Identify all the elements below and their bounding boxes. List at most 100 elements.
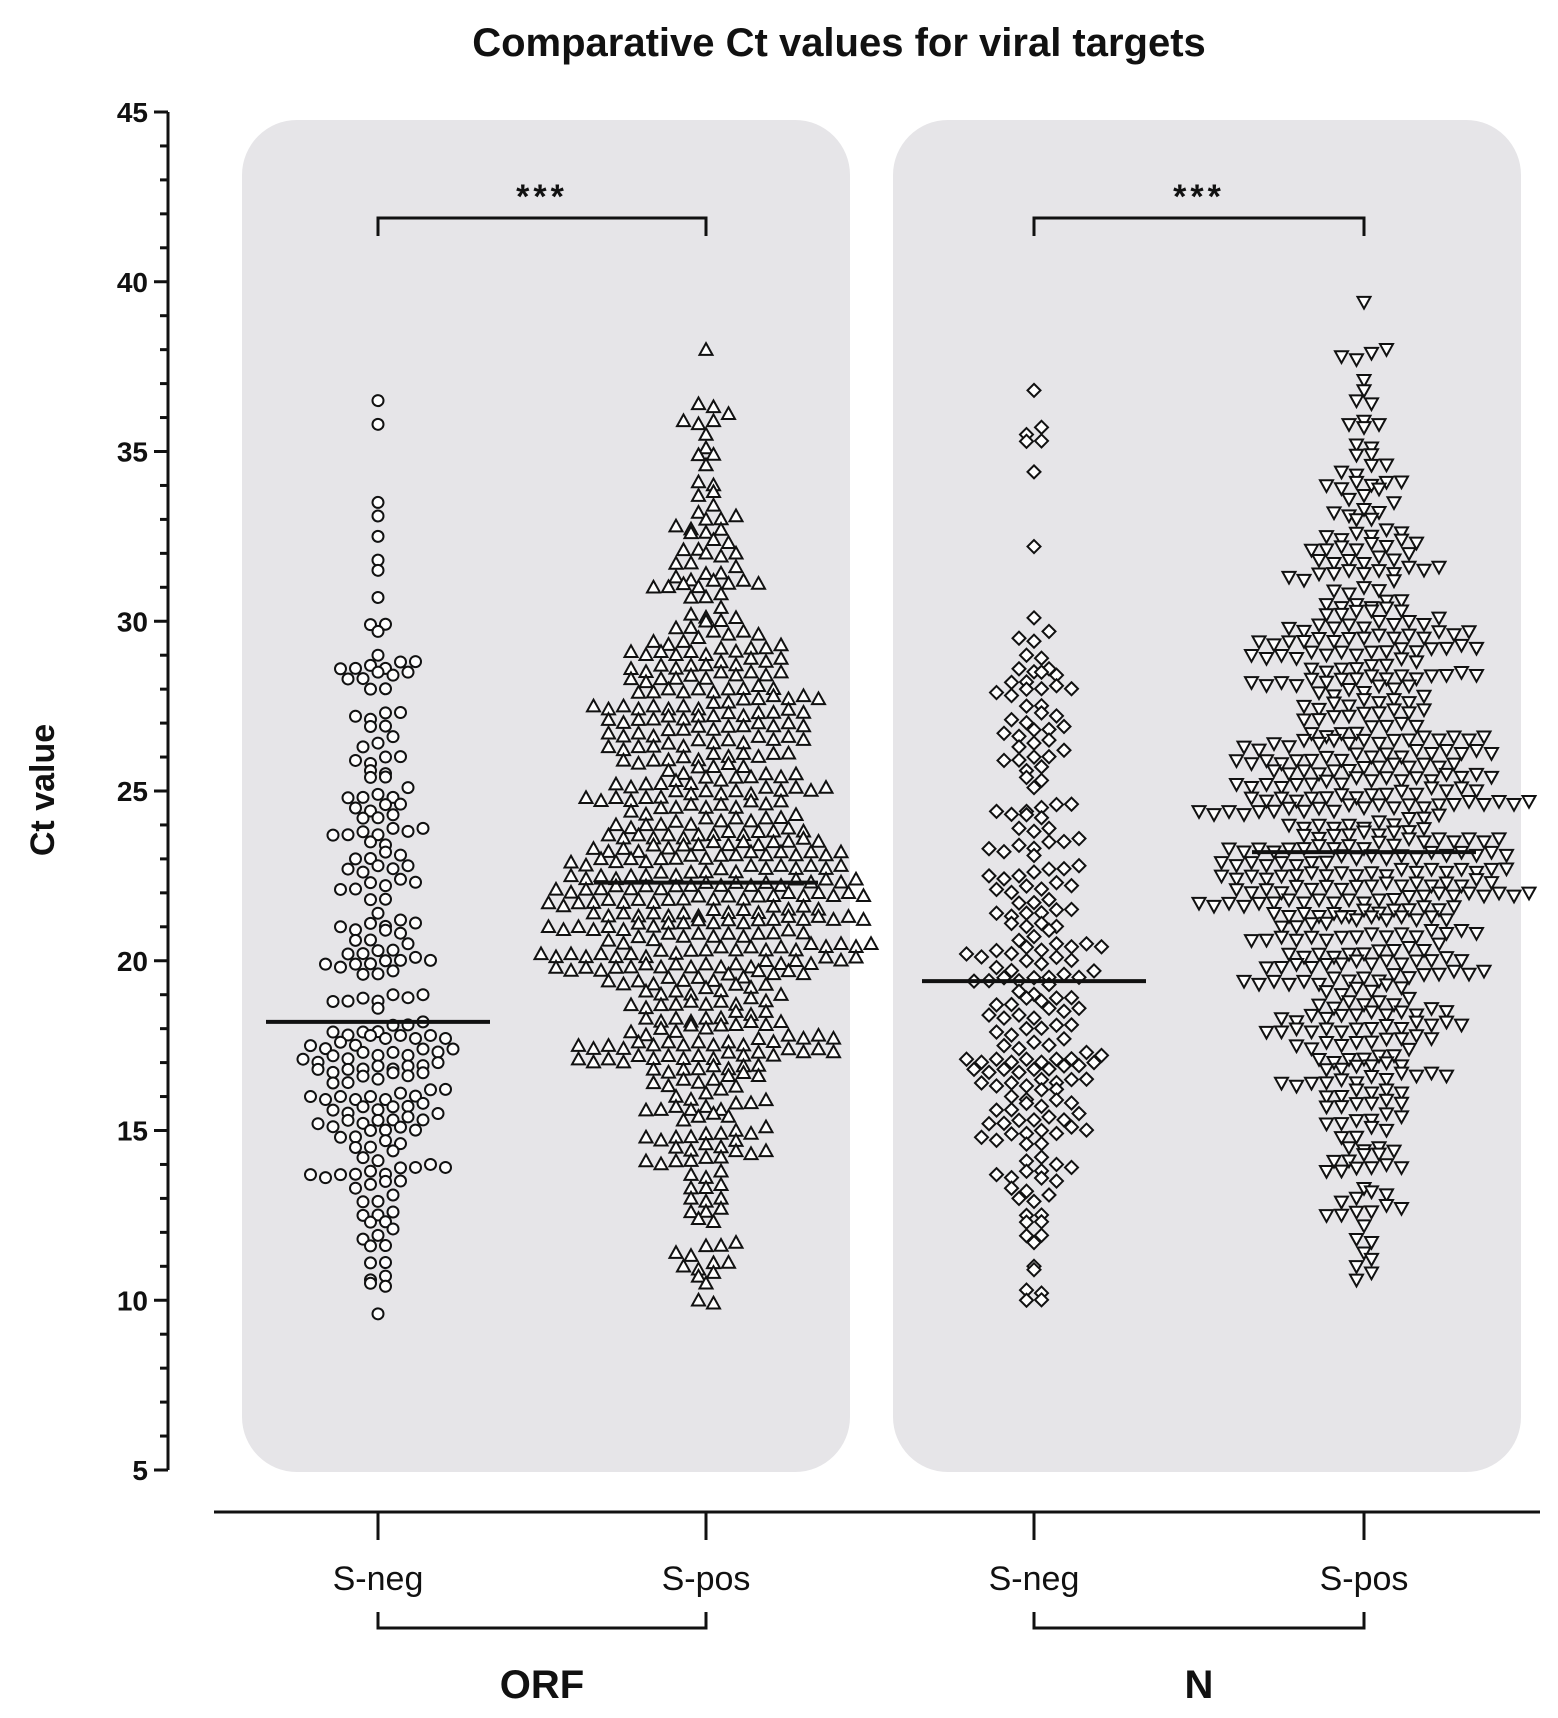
significance-label: *** <box>1173 178 1225 216</box>
data-point-circle <box>409 950 422 964</box>
data-point-triangle-up <box>697 1203 715 1218</box>
data-point-circle <box>349 1167 362 1181</box>
data-point-triangle-down <box>1348 1083 1365 1099</box>
data-point-triangle-up <box>667 849 685 865</box>
data-point-diamond <box>1078 1071 1095 1088</box>
data-point-triangle-up <box>697 782 715 798</box>
data-point-triangle-down <box>1483 770 1500 786</box>
data-point-triangle-down <box>1483 747 1500 762</box>
data-point-triangle-up <box>697 588 715 604</box>
data-point-diamond <box>1078 1122 1095 1139</box>
data-point-diamond <box>1063 877 1080 894</box>
data-point-triangle-up <box>705 1213 722 1228</box>
data-point-circle <box>371 509 385 523</box>
data-point-triangle-down <box>1348 726 1365 742</box>
data-point-diamond <box>1048 874 1065 891</box>
data-point-circle <box>371 394 385 408</box>
data-point-triangle-down <box>1460 832 1478 848</box>
data-point-diamond <box>1041 1000 1057 1017</box>
data-point-triangle-down <box>1243 934 1260 949</box>
data-point-circle <box>326 828 340 842</box>
data-point-diamond <box>1003 945 1020 962</box>
data-point-triangle-down <box>1355 693 1373 708</box>
data-point-triangle-up <box>832 873 850 889</box>
data-point-triangle-up <box>750 690 767 706</box>
data-point-triangle-down <box>1363 1161 1380 1177</box>
data-point-triangle-down <box>1288 1022 1305 1038</box>
data-point-triangle-down <box>1310 801 1328 817</box>
data-point-triangle-down <box>1370 696 1388 711</box>
data-point-triangle-down <box>1430 733 1448 749</box>
data-point-triangle-down <box>1303 672 1320 688</box>
data-point-triangle-down <box>1423 1002 1440 1017</box>
data-point-triangle-down <box>1325 821 1343 837</box>
data-point-triangle-down <box>1348 394 1365 410</box>
data-point-triangle-down <box>1273 856 1290 871</box>
data-point-triangle-up <box>555 921 572 936</box>
data-point-triangle-down <box>1393 1066 1410 1082</box>
data-point-triangle-down <box>1415 757 1433 773</box>
data-point-circle <box>379 892 392 906</box>
data-point-circle <box>371 590 385 604</box>
data-point-circle <box>341 862 355 876</box>
data-point-triangle-down <box>1430 560 1448 576</box>
data-point-triangle-down <box>1318 1063 1335 1078</box>
data-point-triangle-down <box>1258 679 1275 694</box>
data-point-triangle-down <box>1273 1012 1290 1028</box>
data-point-triangle-down <box>1393 862 1410 878</box>
data-point-diamond <box>1063 796 1080 813</box>
data-point-triangle-up <box>667 1023 685 1038</box>
data-point-circle <box>401 665 415 679</box>
data-point-triangle-up <box>622 850 640 866</box>
data-point-triangle-down <box>1235 845 1253 861</box>
data-point-triangle-up <box>750 728 767 743</box>
data-point-triangle-down <box>1445 730 1463 746</box>
data-point-diamond <box>1056 860 1072 877</box>
data-point-circle <box>371 811 385 825</box>
data-point-circle <box>349 1130 362 1144</box>
data-point-diamond <box>1018 1136 1035 1152</box>
data-point-triangle-up <box>697 979 715 995</box>
data-point-triangle-down <box>1370 706 1388 722</box>
data-point-triangle-down <box>1385 574 1403 590</box>
data-point-triangle-up <box>810 908 827 923</box>
data-point-circle <box>394 1120 407 1134</box>
data-point-triangle-up <box>727 1233 745 1249</box>
data-point-triangle-down <box>1393 526 1410 542</box>
data-point-triangle-down <box>1243 676 1260 691</box>
data-point-triangle-up <box>712 564 730 580</box>
data-point-triangle-down <box>1355 489 1373 504</box>
data-point-triangle-up <box>697 670 715 685</box>
data-point-circle <box>386 1205 400 1219</box>
data-point-triangle-down <box>1408 645 1425 660</box>
data-point-triangle-down <box>1363 604 1380 620</box>
data-point-triangle-up <box>540 894 557 910</box>
data-point-triangle-up <box>727 609 745 625</box>
data-point-triangle-down <box>1303 1008 1320 1024</box>
data-point-circle <box>379 923 392 937</box>
data-point-triangle-down <box>1378 747 1395 763</box>
data-point-triangle-down <box>1490 832 1508 848</box>
data-point-diamond <box>988 1051 1005 1068</box>
data-point-triangle-down <box>1445 889 1463 905</box>
data-point-triangle-up <box>630 891 647 906</box>
data-point-triangle-down <box>1318 608 1335 624</box>
data-point-triangle-up <box>847 948 865 964</box>
data-point-triangle-down <box>1378 1188 1395 1204</box>
data-point-circle <box>349 933 362 947</box>
data-point-triangle-down <box>1370 482 1388 498</box>
data-point-triangle-up <box>652 1020 670 1035</box>
data-point-circle <box>356 790 370 804</box>
data-point-diamond <box>1003 996 1020 1013</box>
data-point-triangle-down <box>1333 1039 1350 1054</box>
data-point-triangle-down <box>1288 1079 1305 1095</box>
data-point-triangle-down <box>1265 804 1283 820</box>
data-point-triangle-down <box>1468 744 1485 759</box>
median-lines <box>266 850 1476 1024</box>
data-point-triangle-down <box>1325 1154 1343 1170</box>
data-point-diamond <box>1003 1180 1020 1197</box>
data-point-diamond <box>1018 990 1035 1007</box>
x-category-label: S-pos <box>1320 1560 1409 1598</box>
data-point-triangle-down <box>1333 607 1350 623</box>
data-point-triangle-down <box>1453 1018 1470 1034</box>
